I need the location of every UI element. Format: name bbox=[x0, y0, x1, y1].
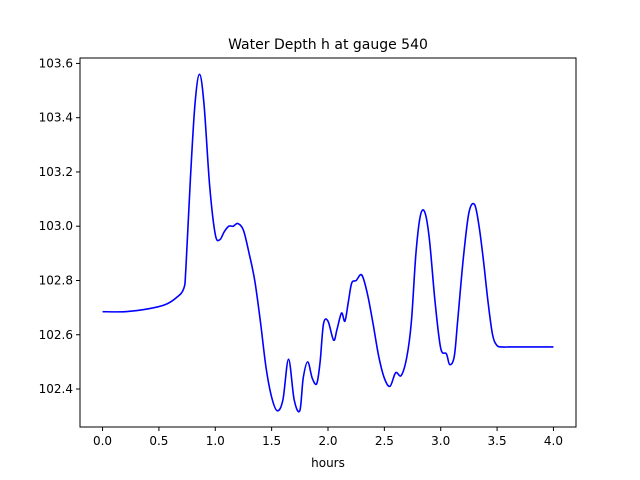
y-tick-label: 103.4 bbox=[39, 111, 73, 125]
x-tick-label: 3.0 bbox=[431, 434, 450, 448]
x-tick-label: 4.0 bbox=[544, 434, 563, 448]
x-axis: 0.0 0.5 1.0 1.5 2.0 2.5 3.0 3.5 4.0 bbox=[93, 427, 563, 448]
series-line-1 bbox=[102, 73, 554, 413]
y-axis: 102.4 102.6 102.8 103.0 103.2 103.4 103.6 bbox=[39, 56, 80, 396]
x-tick-label: 0.5 bbox=[149, 434, 168, 448]
y-tick-label: 103.6 bbox=[39, 56, 73, 70]
y-tick-label: 102.6 bbox=[39, 328, 73, 342]
x-tick-label: 1.0 bbox=[206, 434, 225, 448]
y-tick-label: 103.2 bbox=[39, 165, 73, 179]
x-axis-label: hours bbox=[311, 456, 345, 470]
x-tick-label: 1.5 bbox=[262, 434, 281, 448]
x-tick-label: 2.5 bbox=[375, 434, 394, 448]
y-tick-label: 103.0 bbox=[39, 219, 73, 233]
plot-area bbox=[102, 73, 554, 413]
x-tick-label: 0.0 bbox=[93, 434, 112, 448]
y-tick-label: 102.8 bbox=[39, 273, 73, 287]
x-tick-label: 2.0 bbox=[318, 434, 337, 448]
y-tick-label: 102.4 bbox=[39, 382, 73, 396]
x-tick-label: 3.5 bbox=[488, 434, 507, 448]
chart-title: Water Depth h at gauge 540 bbox=[228, 37, 428, 53]
